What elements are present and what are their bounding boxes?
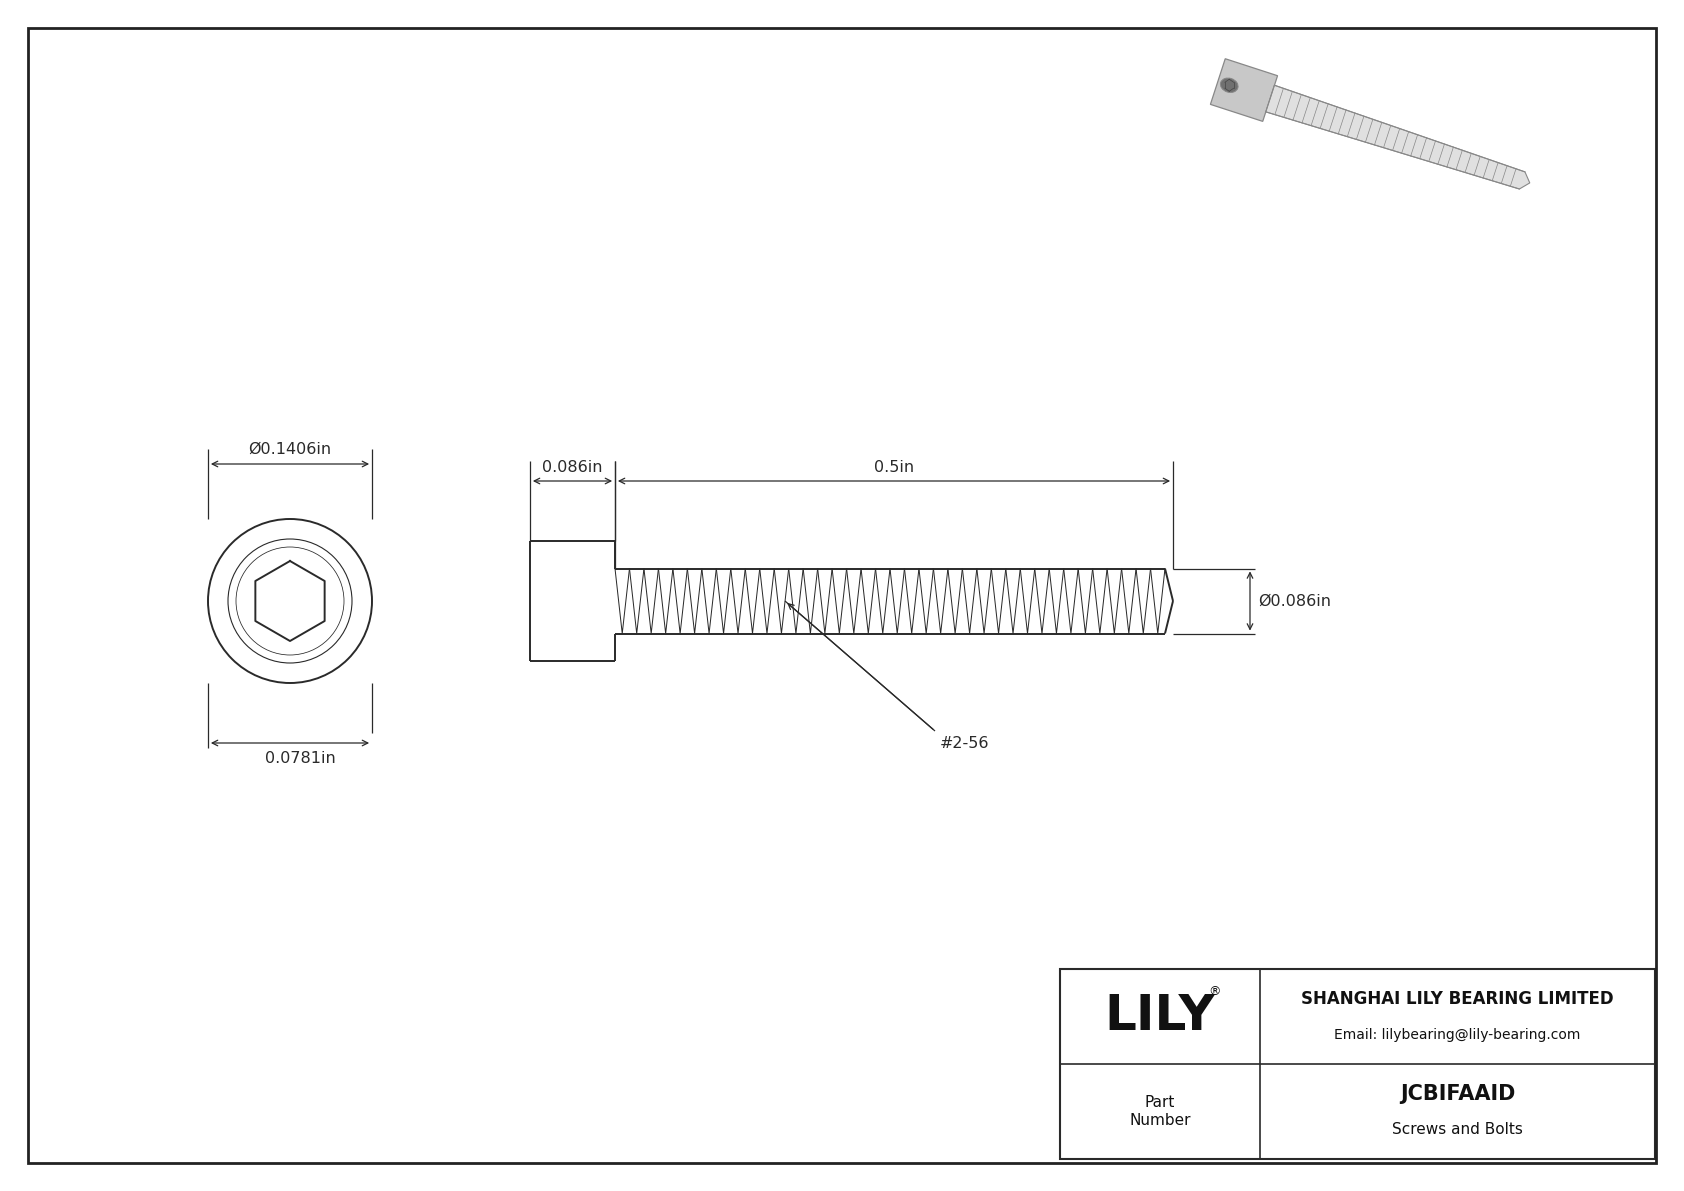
Text: LILY: LILY	[1105, 992, 1216, 1041]
Polygon shape	[1211, 58, 1278, 121]
Text: #2-56: #2-56	[940, 736, 990, 752]
Text: 0.5in: 0.5in	[874, 460, 914, 475]
Text: Ø0.1406in: Ø0.1406in	[249, 442, 332, 457]
Text: Screws and Bolts: Screws and Bolts	[1393, 1122, 1522, 1137]
Text: ®: ®	[1209, 985, 1221, 998]
Text: Part
Number: Part Number	[1130, 1096, 1191, 1128]
Text: Ø0.086in: Ø0.086in	[1258, 593, 1330, 609]
Text: JCBIFAAID: JCBIFAAID	[1399, 1084, 1516, 1104]
Text: 0.0781in: 0.0781in	[264, 752, 335, 766]
Bar	[1059, 969, 1655, 1159]
Polygon shape	[1266, 86, 1529, 189]
Text: Email: lilybearing@lily-bearing.com: Email: lilybearing@lily-bearing.com	[1334, 1028, 1581, 1041]
Ellipse shape	[1221, 79, 1238, 93]
Text: 0.086in: 0.086in	[542, 460, 603, 475]
Text: SHANGHAI LILY BEARING LIMITED: SHANGHAI LILY BEARING LIMITED	[1302, 990, 1613, 1008]
